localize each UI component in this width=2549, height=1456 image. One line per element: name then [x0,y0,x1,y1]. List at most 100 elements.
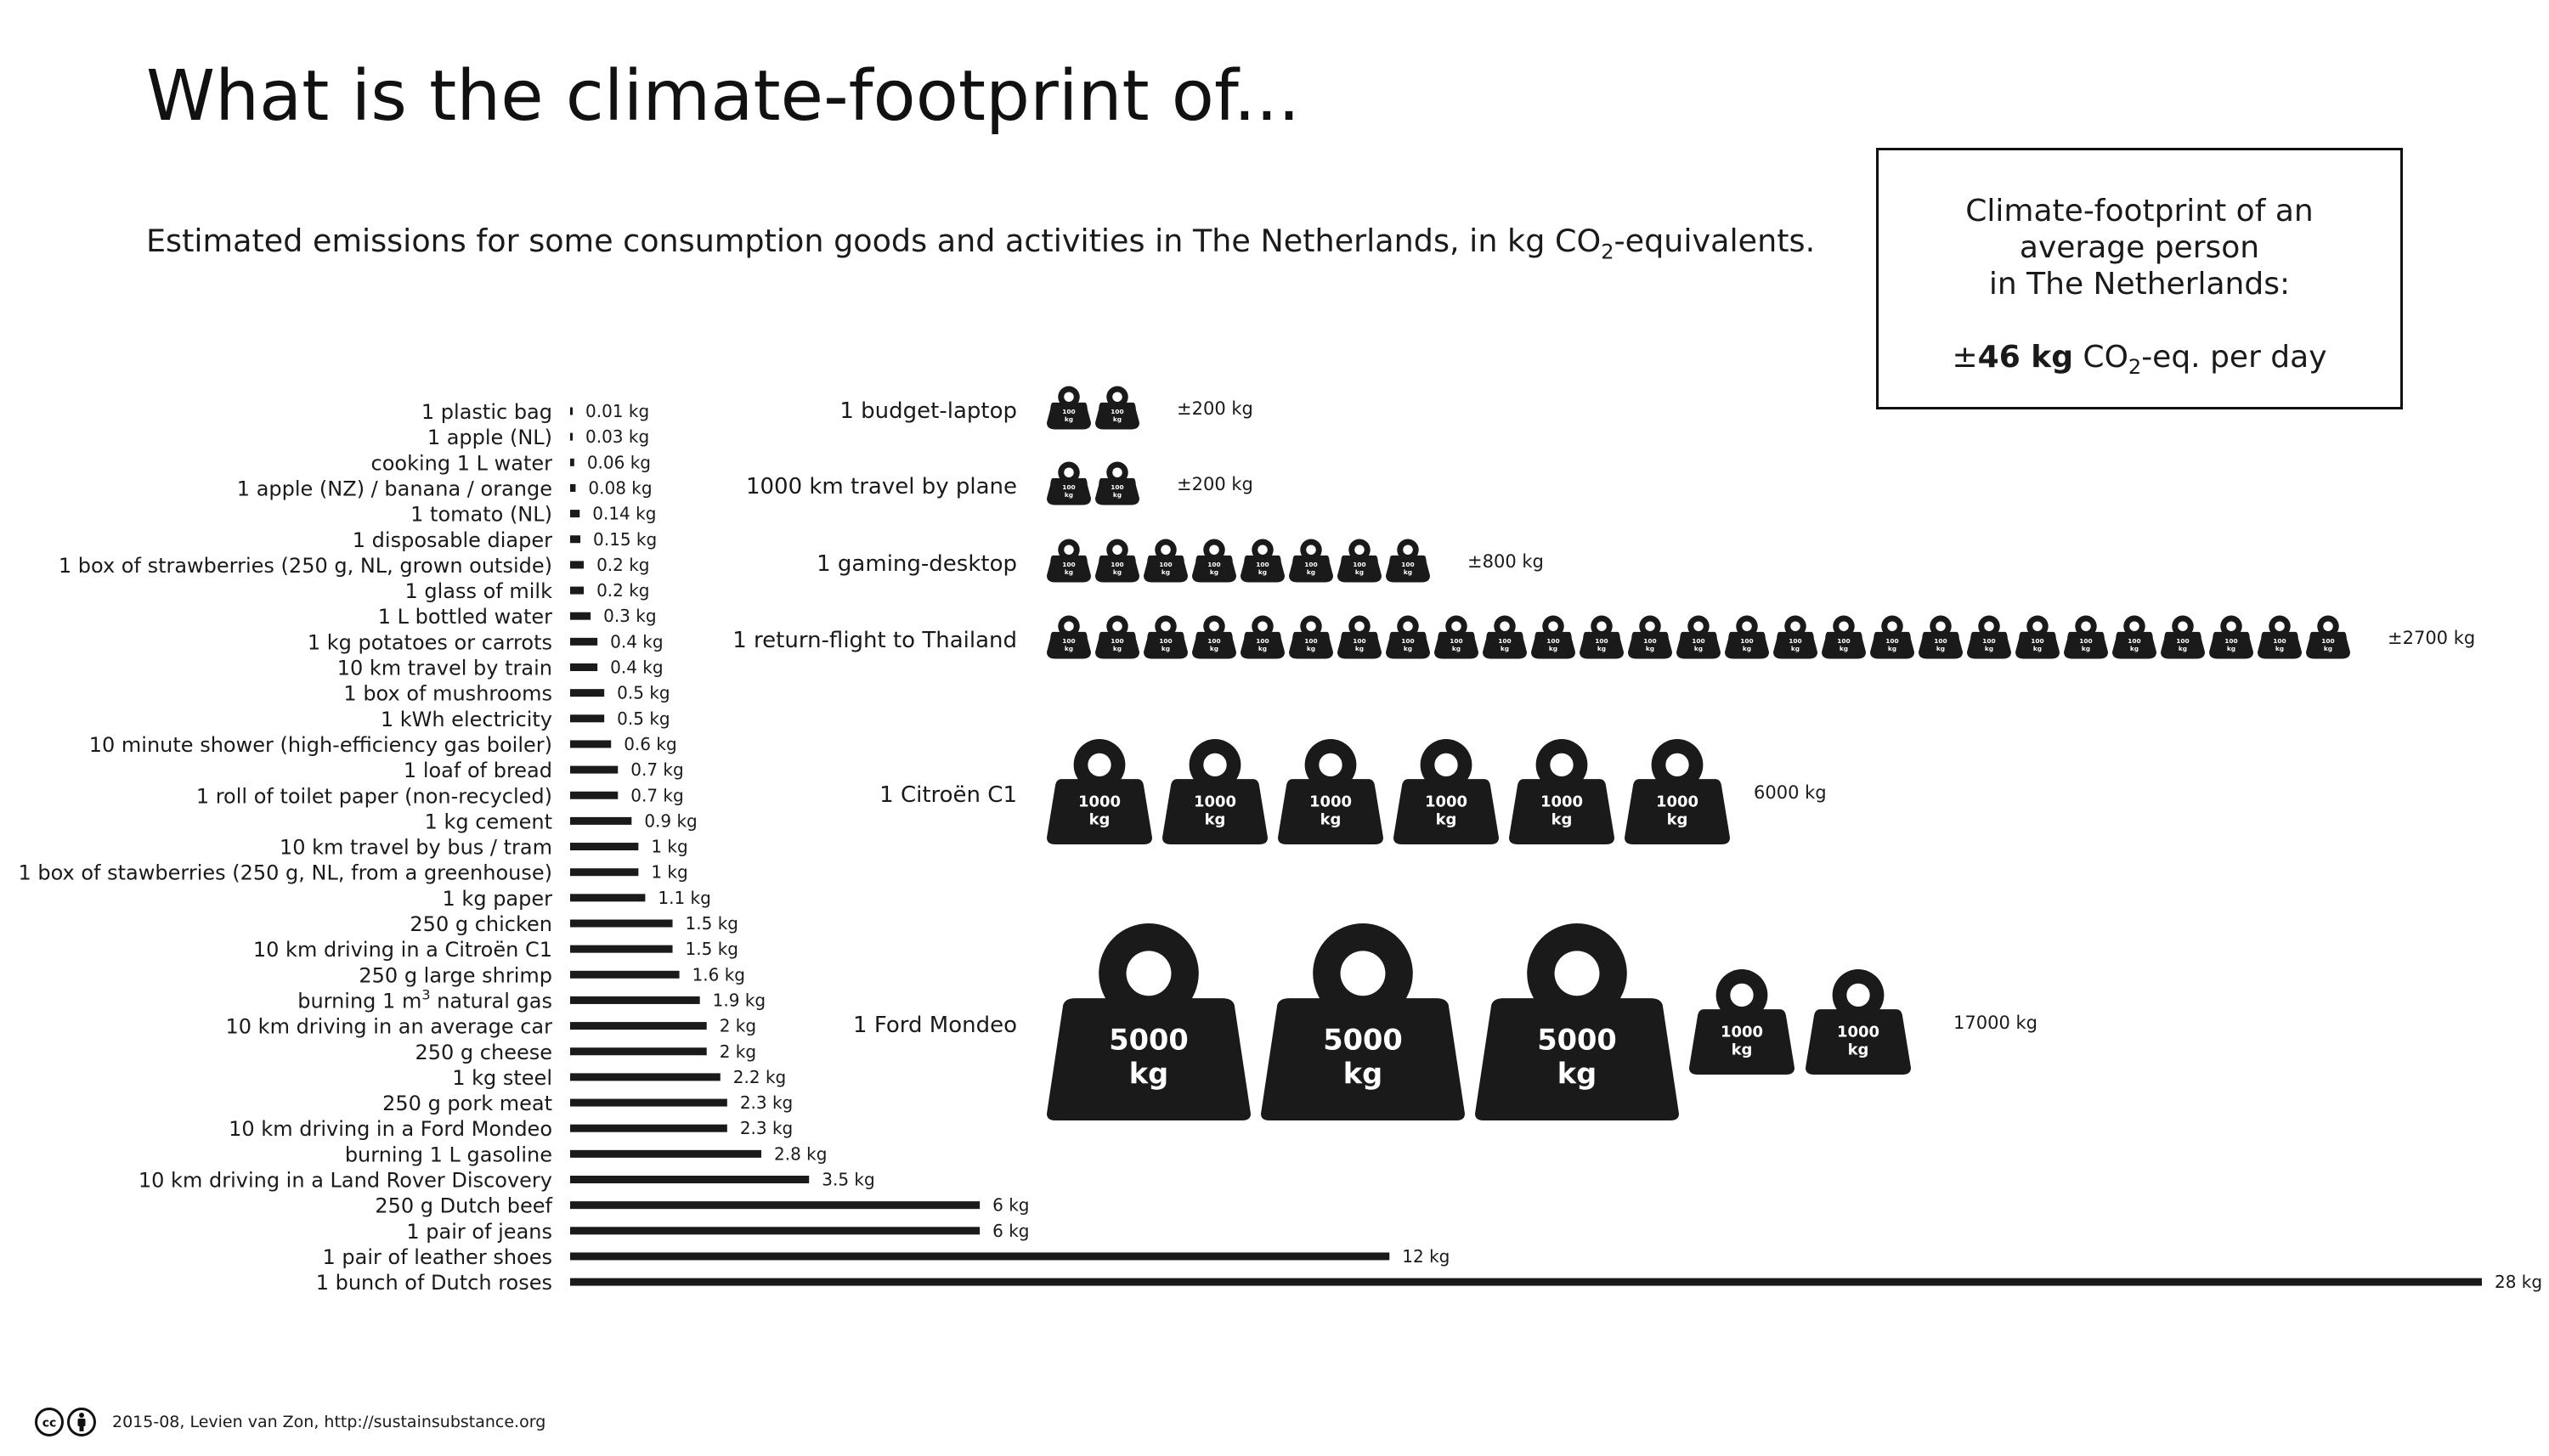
bar-value-label: 0.06 kg [587,452,651,472]
bar-category-label: cooking 1 L water [371,451,553,475]
bar [570,458,574,466]
bar-category-label: 1 kg cement [425,810,552,833]
bar [570,945,673,953]
bar-value-label: 0.15 kg [593,529,657,550]
bar [570,1176,810,1183]
weight-text: 100 [1837,637,1850,645]
bar [570,714,605,723]
bar-category-label: 1 disposable diaper [353,528,552,552]
pictogram-item-label: 1 gaming-desktop [817,551,1017,577]
weight-text: kg [1848,1041,1869,1059]
weight-text: 1000 [1721,1023,1763,1041]
weight-text: 100 [1595,637,1608,645]
bar-category-label: 1 apple (NZ) / banana / orange [237,477,552,500]
weight-text: 100 [1111,561,1123,568]
page-title: What is the climate-footprint of... [146,56,1301,137]
subtitle-text-end: -equivalents. [1614,223,1816,259]
bar [570,996,700,1004]
average-box-line: in The Netherlands: [1988,267,2291,302]
weight-text: 100 [2079,637,2092,645]
weight-text: 100 [1111,483,1123,491]
bar [570,1252,1390,1261]
weight-text: 100 [1062,483,1075,491]
weight-text: kg [1549,645,1557,652]
bar-value-label: 2.3 kg [740,1092,793,1113]
subtitle-subscript: 2 [1601,240,1614,264]
bar [570,432,573,441]
bar-category-label: 10 minute shower (high-efficiency gas bo… [89,733,552,757]
weight-text: kg [1307,645,1315,652]
bar [570,919,673,928]
weight-text: kg [1452,645,1461,652]
bar-category-label: 10 km driving in an average car [226,1015,553,1039]
weight-text: kg [1732,1041,1753,1059]
weight-text: kg [1320,811,1342,829]
bar [570,816,632,825]
weight-text: 100 [1159,637,1172,645]
weight-text: kg [1210,568,1218,576]
weight-text: 100 [1885,637,1898,645]
bar-value-label: 1.5 kg [686,939,738,959]
bar [570,510,580,518]
bar-value-label: 1.6 kg [692,964,745,985]
weight-text: 100 [2321,637,2334,645]
bar [570,970,680,979]
bar-value-label: 0.3 kg [603,606,656,626]
weight-text: 100 [1401,561,1414,568]
bar-category-label: 10 km travel by bus / tram [280,836,552,860]
weight-text: 1000 [1309,793,1352,810]
weight-text: kg [1557,1057,1597,1090]
bar-value-label: 2.2 kg [733,1067,786,1087]
weight-text: kg [1065,491,1073,499]
bar-category-label: 10 km travel by train [337,657,552,680]
bar-category-label: 250 g large shrimp [359,963,552,987]
pictogram-total-label: 17000 kg [1953,1013,2038,1033]
bar [570,740,612,748]
weight-text: kg [2227,645,2235,652]
weight-text: kg [1113,645,1122,652]
weight-text: kg [1113,568,1122,576]
weight-text: 100 [1401,637,1414,645]
weight-text: 100 [1546,637,1559,645]
weight-text: kg [2130,645,2139,652]
bar [570,483,576,492]
weight-text: kg [1307,568,1315,576]
bar-category-label: 1 pair of leather shoes [323,1245,552,1269]
bar-value-label: 2.3 kg [740,1118,793,1138]
pictogram-item-label: 1 return-flight to Thailand [732,628,1017,653]
bar-value-label: 0.03 kg [585,426,649,447]
bar-category-label: 1 box of strawberries (250 g, NL, grown … [59,554,552,578]
bar [570,586,585,595]
bar-value-label: 1.9 kg [713,990,766,1010]
footer-credit: 2015-08, Levien van Zon, http://sustains… [112,1413,546,1431]
bar-value-label: 1 kg [651,862,687,883]
bar-category-label: 1 apple (NL) [427,426,552,449]
weight-text: 100 [1062,561,1075,568]
bar [570,894,646,902]
average-box-subscript: 2 [2128,355,2142,380]
bar-category-label: 1 kg paper [443,887,553,911]
bar-category-label: burning 1 L gasoline [345,1143,552,1166]
pictogram-total-label: ±2700 kg [2388,628,2475,648]
bar [570,765,619,774]
